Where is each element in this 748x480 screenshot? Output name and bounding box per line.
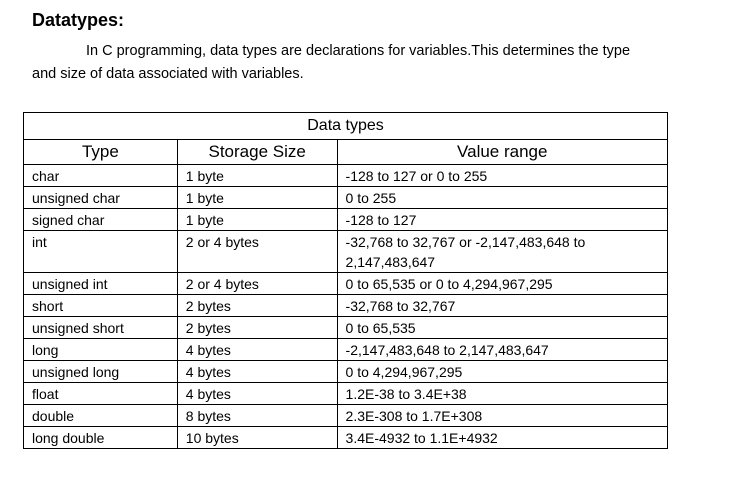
intro-line: In C programming, data types are declara… [86, 43, 631, 59]
column-header-storage-size: Storage Size [176, 139, 338, 165]
table-row: char 1 byte -128 to 127 or 0 to 255 [23, 164, 669, 187]
value-range-cell: 1.2E-38 to 3.4E+38 [336, 382, 669, 405]
table-header-row: Type Storage Size Value range [23, 139, 669, 165]
column-header-value-range: Value range [336, 139, 669, 165]
type-cell: int [23, 230, 178, 273]
type-cell: float [23, 382, 178, 405]
intro-paragraph: In C programming, data types are declara… [32, 40, 712, 86]
value-range-cell: -32,768 to 32,767 [336, 294, 669, 317]
table-row: int 2 or 4 bytes -32,768 to 32,767 or -2… [23, 230, 669, 273]
column-header-type: Type [23, 139, 178, 165]
type-cell: signed char [23, 208, 178, 231]
type-cell: unsigned int [23, 272, 178, 295]
table-row: unsigned char 1 byte 0 to 255 [23, 186, 669, 209]
value-range-cell: 0 to 255 [336, 186, 669, 209]
table-caption-row: Data types [23, 112, 668, 140]
value-range-cell: 3.4E-4932 to 1.1E+4932 [336, 426, 669, 449]
storage-size-cell: 2 or 4 bytes [176, 272, 338, 295]
table-caption: Data types [23, 112, 668, 140]
type-cell: unsigned long [23, 360, 178, 383]
value-range-cell: -32,768 to 32,767 or -2,147,483,648 to 2… [336, 230, 669, 273]
type-cell: double [23, 404, 178, 427]
storage-size-cell: 2 bytes [176, 294, 338, 317]
table-row: unsigned int 2 or 4 bytes 0 to 65,535 or… [23, 272, 669, 295]
table-row: unsigned long 4 bytes 0 to 4,294,967,295 [23, 360, 669, 383]
storage-size-cell: 8 bytes [176, 404, 338, 427]
table-row: unsigned short 2 bytes 0 to 65,535 [23, 316, 669, 339]
value-range-cell: 2.3E-308 to 1.7E+308 [336, 404, 669, 427]
type-cell: char [23, 164, 178, 187]
storage-size-cell: 1 byte [176, 164, 338, 187]
table-row: long double 10 bytes 3.4E-4932 to 1.1E+4… [23, 426, 669, 449]
page-title: Datatypes: [32, 10, 125, 30]
value-range-cell: 0 to 4,294,967,295 [336, 360, 669, 383]
storage-size-cell: 2 or 4 bytes [176, 230, 338, 273]
value-range-cell: 0 to 65,535 or 0 to 4,294,967,295 [336, 272, 669, 295]
intro-line: and size of data associated with variabl… [32, 66, 304, 82]
storage-size-cell: 4 bytes [176, 382, 338, 405]
value-range-cell: -128 to 127 or 0 to 255 [336, 164, 669, 187]
storage-size-cell: 1 byte [176, 186, 338, 209]
storage-size-cell: 4 bytes [176, 338, 338, 361]
type-cell: unsigned char [23, 186, 178, 209]
type-cell: long [23, 338, 178, 361]
storage-size-cell: 2 bytes [176, 316, 338, 339]
table-row: float 4 bytes 1.2E-38 to 3.4E+38 [23, 382, 669, 405]
value-range-cell: -2,147,483,648 to 2,147,483,647 [336, 338, 669, 361]
data-types-table: Data types Type Storage Size Value range… [23, 112, 669, 449]
storage-size-cell: 4 bytes [176, 360, 338, 383]
value-range-cell: -128 to 127 [336, 208, 669, 231]
table-row: signed char 1 byte -128 to 127 [23, 208, 669, 231]
value-range-cell: 0 to 65,535 [336, 316, 669, 339]
type-cell: long double [23, 426, 178, 449]
storage-size-cell: 1 byte [176, 208, 338, 231]
table-row: long 4 bytes -2,147,483,648 to 2,147,483… [23, 338, 669, 361]
storage-size-cell: 10 bytes [176, 426, 338, 449]
type-cell: unsigned short [23, 316, 178, 339]
type-cell: short [23, 294, 178, 317]
table-row: double 8 bytes 2.3E-308 to 1.7E+308 [23, 404, 669, 427]
table-row: short 2 bytes -32,768 to 32,767 [23, 294, 669, 317]
